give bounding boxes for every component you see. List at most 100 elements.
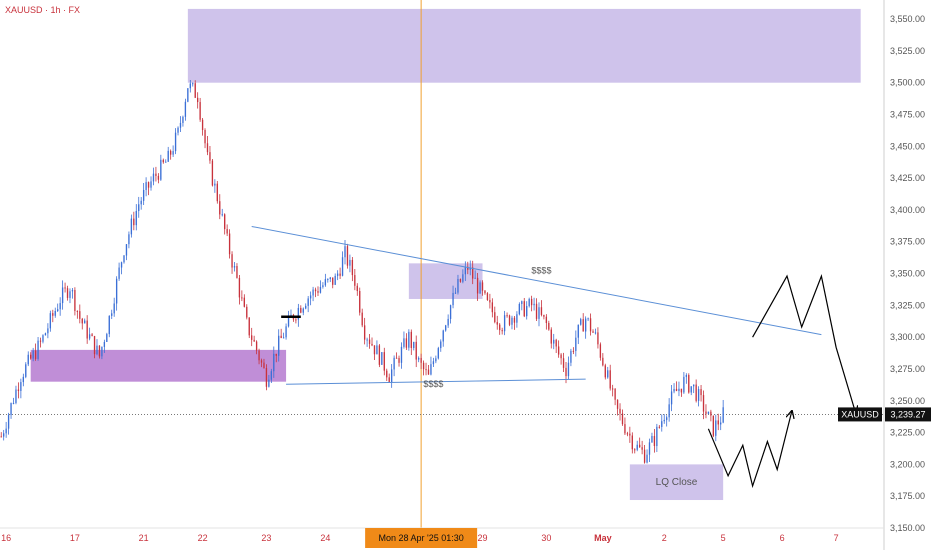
y-tick-label: 3,500.00 (890, 78, 925, 88)
candle-body (383, 352, 385, 371)
candle-body (538, 307, 540, 319)
candle-body (506, 315, 508, 317)
candle-body (491, 302, 494, 313)
candle-body (324, 279, 327, 286)
candle-body (79, 311, 81, 319)
candle-body (157, 175, 160, 180)
candle-body (395, 357, 398, 359)
candle-body (280, 335, 282, 339)
candle-body (678, 388, 680, 392)
candle-body (562, 358, 565, 368)
candle-body (599, 344, 602, 358)
candle-body (113, 303, 115, 314)
candle-body (609, 370, 611, 389)
candle-body (86, 320, 88, 339)
candle-body (626, 433, 629, 435)
candle-body (560, 354, 562, 359)
candle-body (103, 341, 106, 347)
candle-body (233, 266, 236, 268)
candle-body (408, 331, 410, 348)
x-tick-label: 16 (1, 533, 11, 543)
candle-body (140, 200, 142, 205)
candle-body (241, 297, 243, 299)
symbol-tag (838, 407, 882, 422)
crosshair-date-label: Mon 28 Apr '25 01:30 (378, 533, 463, 543)
candle-body (432, 361, 435, 365)
candle-body (162, 159, 164, 163)
candle-body (312, 289, 314, 296)
candle-body (91, 334, 93, 337)
candle-body (334, 275, 336, 285)
candle-body (388, 377, 390, 383)
candle-body (332, 277, 334, 285)
candle-body (614, 388, 616, 400)
support-zone (30, 349, 287, 382)
y-tick-label: 3,525.00 (890, 46, 925, 56)
candle-body (5, 428, 7, 434)
candle-body (661, 421, 663, 427)
x-tick-label: 6 (780, 533, 785, 543)
x-tick-label: 5 (721, 533, 726, 543)
candle-body (76, 310, 79, 312)
candle-body (12, 402, 15, 404)
candle-body (150, 181, 152, 188)
y-tick-label: 3,150.00 (890, 523, 925, 533)
candle-body (631, 435, 633, 450)
candle-body (246, 306, 248, 318)
candle-body (582, 319, 584, 332)
candle-body (167, 150, 169, 162)
last-price-value: 3,239.27 (890, 409, 925, 419)
candle-body (15, 389, 17, 403)
candle-body (349, 259, 351, 266)
lq-close-label: LQ Close (656, 477, 698, 488)
candle-body (400, 346, 403, 363)
candle-body (88, 334, 91, 339)
candle-body (594, 332, 597, 334)
y-tick-label: 3,375.00 (890, 237, 925, 247)
candle-body (228, 233, 231, 255)
candle-body (707, 411, 710, 414)
candle-body (386, 370, 388, 378)
candle-body (160, 159, 162, 180)
candle-body (474, 277, 476, 279)
candle-body (182, 116, 184, 123)
projection-upper (752, 273, 856, 413)
candle-body (192, 83, 194, 85)
candle-body (201, 119, 204, 130)
y-tick-label: 3,325.00 (890, 300, 925, 310)
candle-body (61, 287, 64, 304)
lower-trendline (286, 378, 586, 385)
candle-body (34, 350, 37, 359)
candle-body (523, 301, 525, 317)
candle-body (376, 345, 378, 355)
crosshair-date-tag (365, 528, 478, 548)
candle-body (125, 244, 128, 256)
candle-body (634, 449, 636, 451)
candle-body (697, 389, 700, 401)
candle-body (278, 335, 280, 356)
candle-body (604, 365, 606, 378)
candle-body (405, 338, 408, 348)
candle-body (302, 308, 304, 313)
x-tick-label: May (594, 533, 612, 543)
candle-body (20, 382, 22, 391)
x-tick-label: 17 (70, 533, 80, 543)
candle-body (287, 315, 290, 327)
candle-body (653, 436, 656, 447)
candle-body (575, 337, 577, 351)
candle-body (155, 173, 157, 176)
candle-body (619, 408, 621, 414)
candle-body (567, 362, 570, 377)
candle-body (39, 340, 42, 342)
candle-body (30, 354, 32, 359)
candle-body (118, 267, 120, 279)
candle-body (108, 315, 110, 335)
candle-body (611, 388, 614, 390)
candle-body (285, 326, 287, 338)
candle-body (66, 288, 69, 298)
candle-body (317, 291, 319, 293)
candle-body (329, 277, 331, 280)
candle-body (683, 376, 685, 393)
candle-body (440, 341, 442, 349)
